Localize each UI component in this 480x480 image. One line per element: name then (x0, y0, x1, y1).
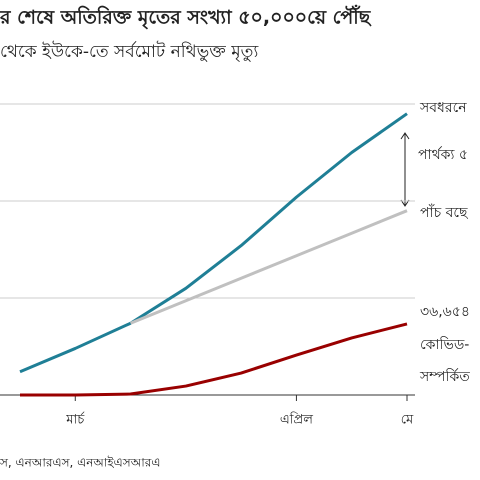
x-tick-label: মার্চ (65, 412, 85, 428)
chart-title: র শেষে অতিরিক্ত মৃতের সংখ্যা ৫০,০০০য়ে প… (0, 5, 372, 30)
legend-label: কোভিড- (420, 336, 469, 353)
annotation: পার্থক্য ৫ (418, 146, 468, 163)
difference-arrow (400, 132, 410, 207)
chart-subtitle: থেকে ইউকে-তে সর্বমোট নথিভুক্ত মৃত্যু (0, 41, 259, 62)
legend-label: সবধরনে (419, 100, 467, 116)
annotation: ৩৬,৬৫৪ (420, 304, 470, 320)
annotation: সম্পর্কিত (419, 368, 470, 385)
x-tick-label: মে (401, 413, 414, 428)
source: স, এনআরএস, এনআইএসআরএ (0, 456, 160, 470)
x-tick-label: এপ্রিল (280, 412, 313, 428)
series-line (20, 322, 408, 397)
legend-label: পাঁচ বছে (420, 204, 469, 221)
series-line (19, 112, 408, 374)
series-line (130, 209, 408, 325)
